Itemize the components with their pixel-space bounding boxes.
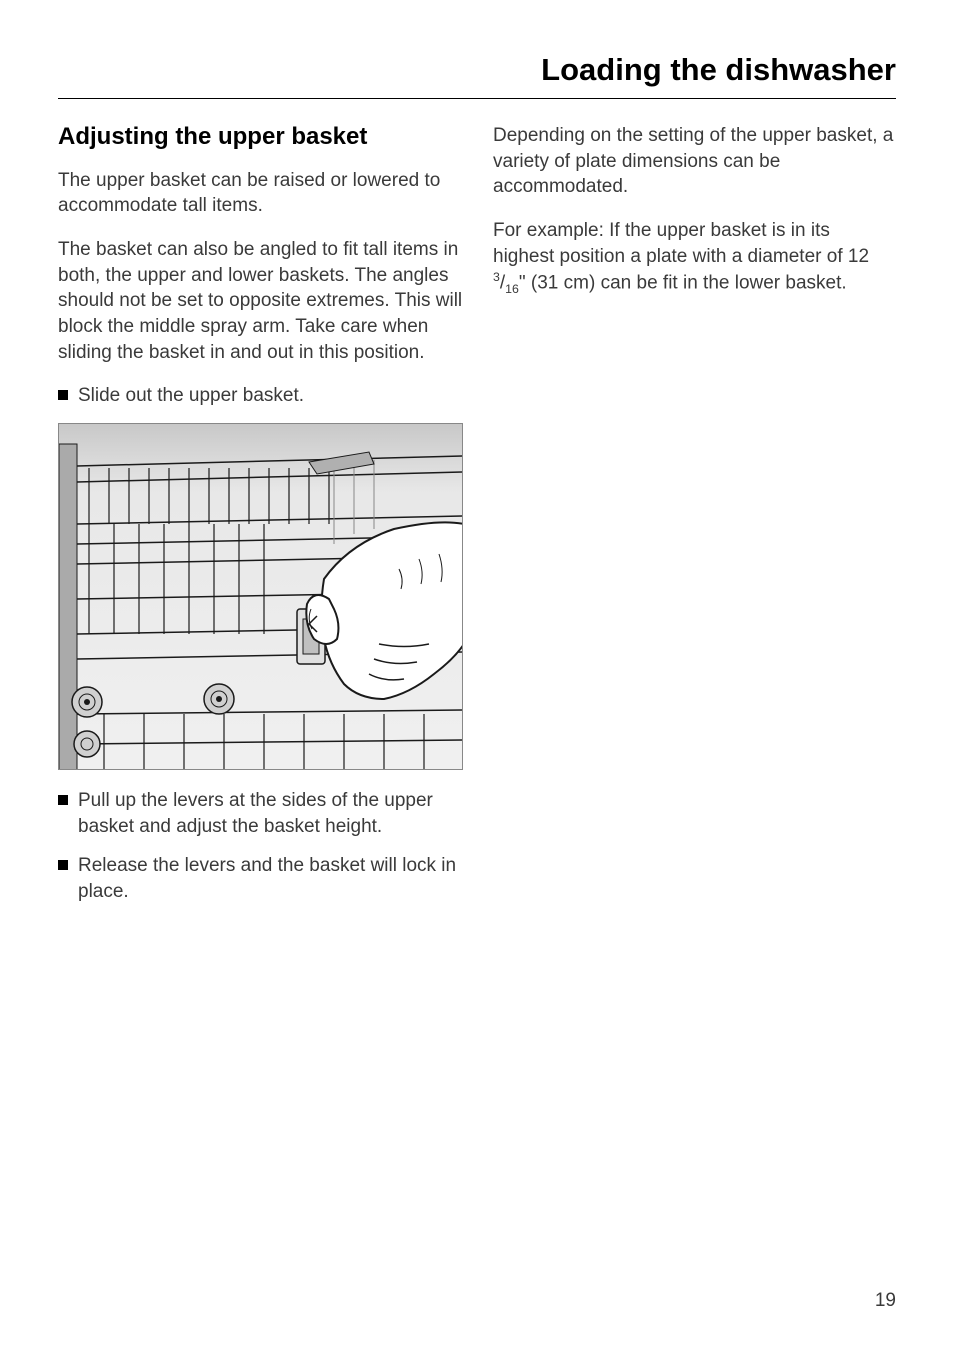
paragraph: Depending on the setting of the upper ba… (493, 123, 896, 200)
bullet-item: Release the levers and the basket will l… (58, 853, 463, 904)
bullet-text: Pull up the levers at the sides of the u… (78, 788, 463, 839)
bullet-item: Slide out the upper basket. (58, 383, 463, 409)
page-title: Loading the dishwasher (58, 52, 896, 99)
text-fragment: " (31 cm) can be fit in the lower basket… (519, 273, 847, 294)
basket-illustration (58, 423, 463, 770)
bullet-item: Pull up the levers at the sides of the u… (58, 788, 463, 839)
paragraph: For example: If the upper basket is in i… (493, 218, 896, 298)
bullet-text: Slide out the upper basket. (78, 383, 463, 409)
paragraph: The basket can also be angled to fit tal… (58, 237, 463, 365)
paragraph: The upper basket can be raised or lowere… (58, 168, 463, 219)
fraction-numerator: 3 (493, 270, 500, 284)
bullet-marker-icon (58, 860, 68, 870)
content-columns: Adjusting the upper basket The upper bas… (58, 123, 896, 918)
bullet-marker-icon (58, 795, 68, 805)
bullet-text: Release the levers and the basket will l… (78, 853, 463, 904)
page-number: 19 (875, 1290, 896, 1312)
text-fragment: For example: If the upper basket is in i… (493, 220, 869, 267)
fraction-denominator: 16 (505, 282, 519, 296)
section-heading: Adjusting the upper basket (58, 123, 463, 152)
bullet-marker-icon (58, 390, 68, 400)
left-column: Adjusting the upper basket The upper bas… (58, 123, 463, 918)
right-column: Depending on the setting of the upper ba… (493, 123, 896, 918)
